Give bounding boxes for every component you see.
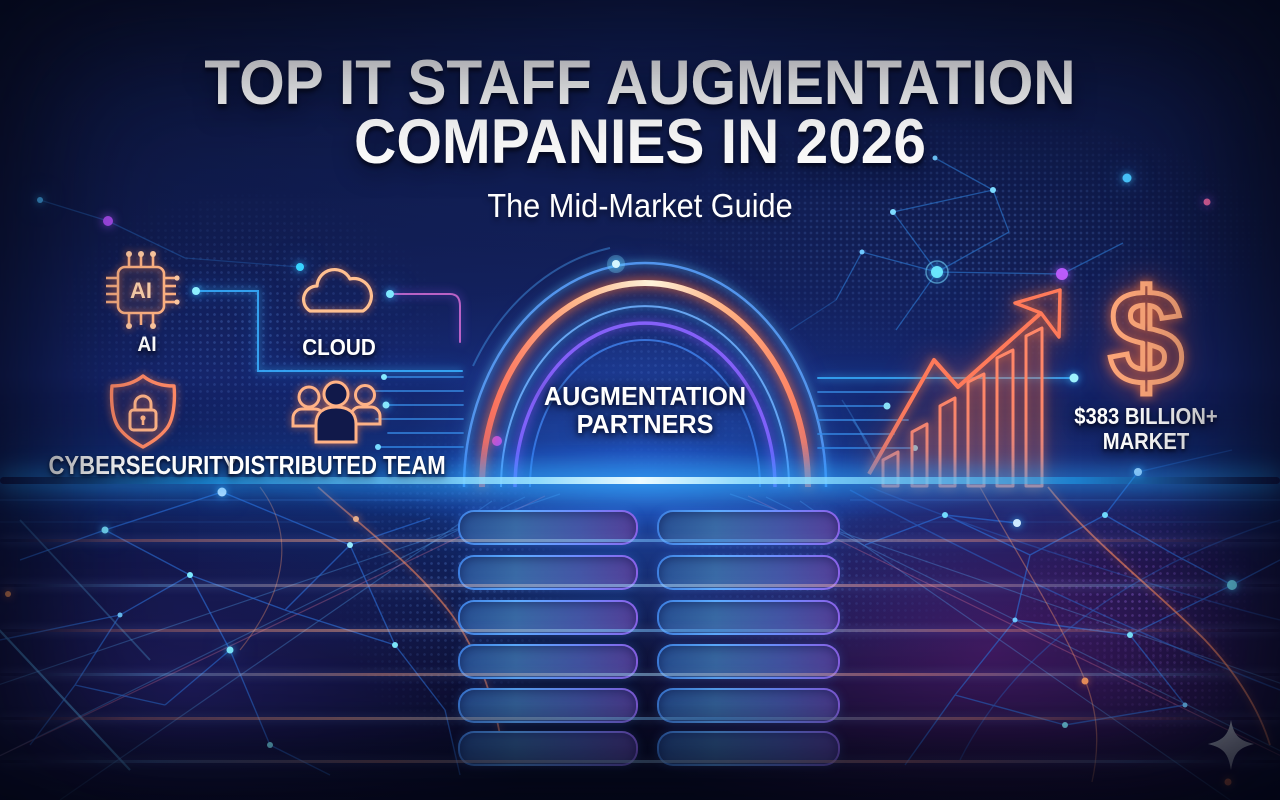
market-stat-line-1: $383 BILLION+ bbox=[1074, 403, 1218, 429]
title-line-1: TOP IT STAFF AUGMENTATION bbox=[204, 48, 1076, 118]
company-placeholder-slot bbox=[458, 555, 638, 590]
comet-dot bbox=[612, 260, 620, 268]
augmentation-partners-label: AUGMENTATION PARTNERS bbox=[544, 382, 746, 438]
company-placeholder-slot bbox=[657, 731, 840, 766]
top-network-lines bbox=[39, 157, 1124, 331]
circuit-traces-left bbox=[192, 287, 464, 450]
company-placeholder-slot bbox=[458, 731, 638, 766]
bottom-left-network-nodes bbox=[101, 487, 398, 748]
cybersecurity-label: CYBERSECURITY bbox=[48, 450, 238, 480]
bottom-left-orange-strands bbox=[5, 486, 505, 763]
company-placeholder-slot bbox=[458, 600, 638, 635]
neon-arch bbox=[462, 247, 876, 488]
company-placeholder-slot bbox=[458, 688, 638, 723]
bottom-right-network-lines bbox=[849, 449, 1280, 766]
center-label-line-1: AUGMENTATION bbox=[543, 381, 747, 411]
center-label-line-2: PARTNERS bbox=[576, 409, 714, 439]
cloud-label: CLOUD bbox=[302, 334, 376, 360]
ai-label: AI bbox=[137, 333, 157, 356]
market-stat-line-2: MARKET bbox=[1102, 428, 1190, 454]
company-placeholder-slot bbox=[458, 510, 638, 545]
distributed-team-label: DISTRIBUTED TEAM bbox=[228, 450, 446, 480]
company-placeholder-slot bbox=[657, 510, 840, 545]
top-network-nodes bbox=[37, 155, 1211, 446]
bottom-right-orange-strands bbox=[979, 486, 1271, 786]
company-placeholder-slot bbox=[458, 644, 638, 679]
bottom-right-network-nodes bbox=[942, 468, 1237, 728]
company-placeholder-slot bbox=[657, 644, 840, 679]
bottom-left-network-lines bbox=[0, 491, 461, 776]
title-line-2: COMPANIES IN 2026 bbox=[354, 107, 926, 177]
market-size-stat: $383 BILLION+ MARKET bbox=[1074, 404, 1217, 454]
company-placeholder-slot bbox=[657, 555, 840, 590]
page-title: TOP IT STAFF AUGMENTATION COMPANIES IN 2… bbox=[45, 48, 1235, 177]
company-placeholder-slot bbox=[657, 600, 840, 635]
growth-chart-icon bbox=[867, 288, 1062, 488]
page-subtitle: The Mid-Market Guide bbox=[487, 187, 793, 224]
arrow-head bbox=[1013, 288, 1062, 339]
company-placeholder-slot bbox=[657, 688, 840, 723]
floor-perspective-lines bbox=[0, 493, 1280, 800]
